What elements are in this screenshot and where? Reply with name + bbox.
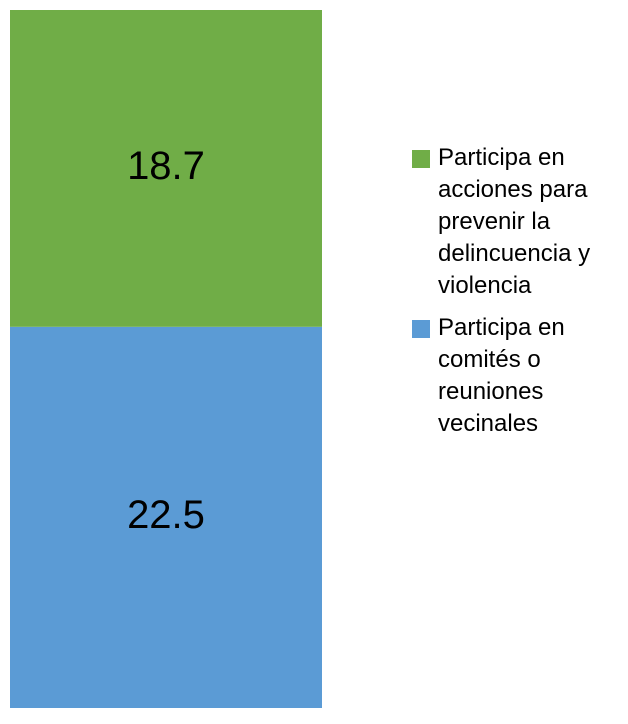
data-label: 18.7 <box>127 144 205 188</box>
bar-segment <box>10 326 322 708</box>
data-label: 22.5 <box>127 493 205 537</box>
legend-swatch <box>412 320 430 338</box>
legend-label: Participa en comités o reuniones vecinal… <box>438 314 565 437</box>
legend-label: Participa en acciones para prevenir la d… <box>438 144 591 299</box>
legend-swatch <box>412 150 430 168</box>
bar-segment <box>10 10 322 327</box>
legend-item: Participa en acciones para prevenir la d… <box>412 142 626 302</box>
legend: Participa en acciones para prevenir la d… <box>412 142 626 440</box>
legend-item: Participa en comités o reuniones vecinal… <box>412 312 626 440</box>
